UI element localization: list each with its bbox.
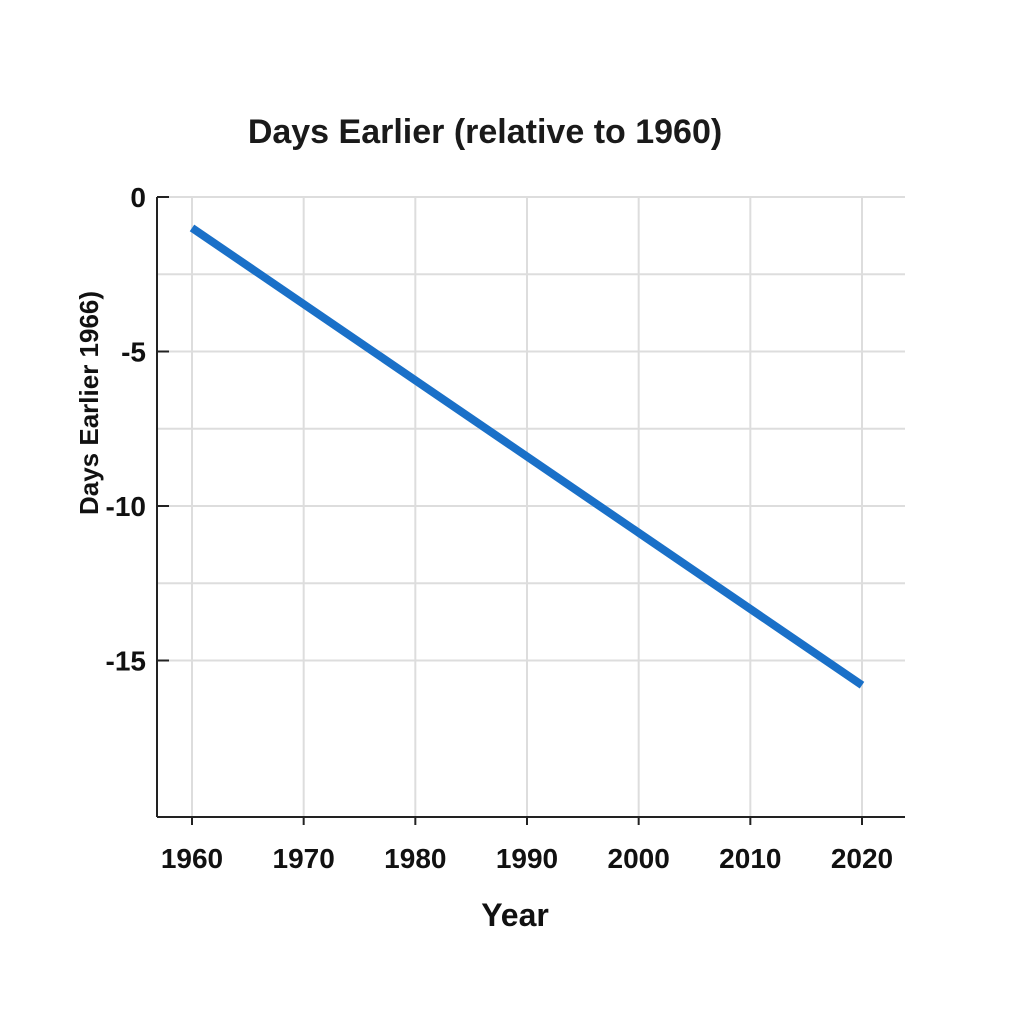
series [189,224,865,689]
x-tick-label-1: 1970 [273,843,335,874]
x-tick-label-6: 2020 [831,843,893,874]
x-tick-label-5: 2010 [719,843,781,874]
x-tick-label-2: 1980 [384,843,446,874]
series-line-0 [189,224,865,689]
y-tick-label-0: 0 [130,182,146,213]
x-ticks: 1960 1970 1980 1990 2000 2010 2020 [161,817,893,874]
y-tick-label-2: -10 [106,491,146,522]
x-tick-label-4: 2000 [608,843,670,874]
y-ticks: 0 -5 -10 -15 [106,182,169,677]
x-axis-label: Year [481,897,549,933]
y-tick-label-3: -15 [106,646,146,677]
y-tick-label-1: -5 [121,337,146,368]
y-axis-label: Days Earlier 1966) [74,291,104,515]
chart-title: Days Earlier (relative to 1960) [248,113,722,151]
grid [157,196,905,817]
x-tick-label-0: 1960 [161,843,223,874]
x-tick-label-3: 1990 [496,843,558,874]
